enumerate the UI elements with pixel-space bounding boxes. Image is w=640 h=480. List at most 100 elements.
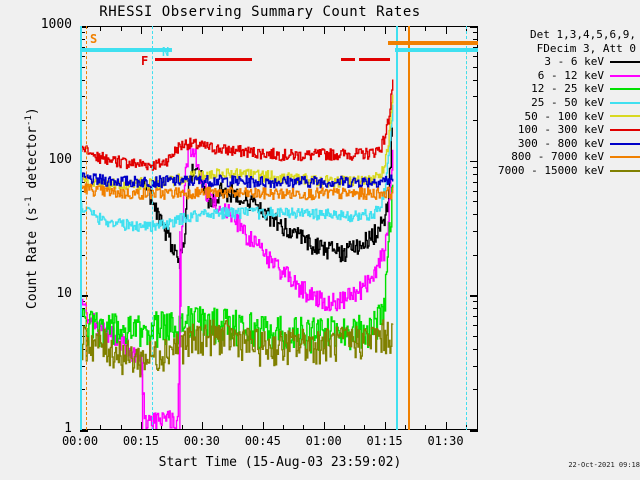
page-title: RHESSI Observing Summary Count Rates bbox=[99, 4, 421, 20]
y-minor-tick bbox=[80, 254, 85, 256]
legend-color-swatch bbox=[610, 60, 640, 63]
y-minor-tick bbox=[80, 365, 85, 367]
night-bar-1 bbox=[80, 48, 172, 52]
legend-rows: 3 - 6 keV 6 - 12 keV 12 - 25 keV 25 - 50 ke… bbox=[488, 55, 640, 177]
x-major-tick bbox=[323, 422, 326, 430]
y-minor-tick bbox=[80, 96, 85, 98]
x-major-tick bbox=[201, 26, 204, 34]
y-minor-tick bbox=[473, 316, 478, 318]
y-minor-tick bbox=[473, 348, 478, 350]
orbit-line-left-orange bbox=[86, 26, 87, 430]
y-minor-tick bbox=[473, 181, 478, 183]
legend-entry-label: 300 - 800 keV bbox=[517, 136, 604, 150]
legend-color-swatch bbox=[610, 88, 640, 91]
legend-entry-label: 7000 - 15000 keV bbox=[498, 163, 604, 177]
x-minor-tick bbox=[242, 425, 244, 430]
y-minor-tick bbox=[80, 325, 85, 327]
y-minor-tick bbox=[473, 231, 478, 233]
data-series bbox=[142, 127, 393, 270]
legend-color-swatch bbox=[610, 115, 640, 118]
x-tick-label: 01:30 bbox=[427, 434, 464, 448]
x-minor-tick bbox=[283, 425, 285, 430]
legend-entry: 12 - 25 keV bbox=[488, 82, 640, 96]
y-minor-tick bbox=[80, 316, 85, 318]
y-minor-tick bbox=[80, 120, 85, 122]
legend-entry-label: 100 - 300 keV bbox=[517, 123, 604, 137]
y-minor-tick bbox=[473, 46, 478, 48]
y-minor-tick bbox=[473, 308, 478, 310]
x-major-tick bbox=[262, 422, 265, 430]
y-minor-tick bbox=[473, 55, 478, 57]
legend-entry: 50 - 100 keV bbox=[488, 110, 640, 124]
y-minor-tick bbox=[80, 79, 85, 81]
y-minor-tick bbox=[473, 120, 478, 122]
y-minor-tick bbox=[473, 173, 478, 175]
legend-entry: 300 - 800 keV bbox=[488, 137, 640, 151]
legend-color-swatch bbox=[610, 128, 640, 131]
legend-entry-label: 800 - 7000 keV bbox=[511, 150, 604, 164]
x-major-tick bbox=[445, 26, 447, 34]
x-minor-tick bbox=[120, 26, 122, 31]
x-major-tick bbox=[262, 26, 265, 34]
y-minor-tick bbox=[473, 79, 478, 81]
saa-start-line bbox=[408, 26, 410, 430]
legend-entry: 100 - 300 keV bbox=[488, 123, 640, 137]
y-minor-tick bbox=[80, 166, 85, 168]
x-tick-label: 01:00 bbox=[305, 434, 342, 448]
y-minor-tick bbox=[473, 325, 478, 327]
x-minor-tick bbox=[181, 26, 183, 31]
flare-bar-1 bbox=[155, 58, 252, 61]
night-bar-2 bbox=[395, 48, 478, 52]
y-minor-tick bbox=[473, 214, 478, 216]
x-minor-tick bbox=[364, 425, 366, 430]
x-minor-tick bbox=[404, 425, 406, 430]
legend-color-swatch bbox=[610, 169, 640, 172]
legend-header-detectors: Det 1,3,4,5,6,9, bbox=[530, 28, 636, 41]
x-minor-tick bbox=[222, 26, 224, 31]
legend-entry: 800 - 7000 keV bbox=[488, 150, 640, 164]
x-minor-tick bbox=[343, 425, 345, 430]
legend-header-decimation: FDecim 3, Att 0 bbox=[536, 41, 636, 55]
legend-color-swatch bbox=[610, 156, 640, 159]
x-minor-tick bbox=[100, 425, 102, 430]
x-tick-label: 00:45 bbox=[244, 434, 281, 448]
x-major-tick bbox=[384, 26, 387, 34]
y-tick-label: 1000 bbox=[40, 17, 72, 32]
flare-bar-3 bbox=[359, 58, 390, 61]
legend-entry: 6 - 12 keV bbox=[488, 69, 640, 83]
y-minor-tick bbox=[80, 231, 85, 233]
x-minor-tick bbox=[425, 26, 427, 31]
x-major-tick bbox=[445, 422, 447, 430]
y-tick-label: 100 bbox=[48, 151, 72, 167]
flare-label: F bbox=[141, 54, 149, 68]
y-minor-tick bbox=[473, 166, 478, 168]
flare-bar-2 bbox=[341, 58, 355, 61]
y-minor-tick bbox=[80, 389, 85, 391]
legend-color-swatch bbox=[610, 74, 640, 77]
y-major-tick bbox=[470, 160, 478, 163]
y-major-tick bbox=[80, 430, 88, 432]
y-minor-tick bbox=[473, 365, 478, 367]
y-major-tick bbox=[80, 295, 88, 297]
x-axis-label: Start Time (15-Aug-03 23:59:02) bbox=[158, 455, 402, 470]
legend-entry: 7000 - 15000 keV bbox=[488, 164, 640, 178]
y-minor-tick bbox=[473, 335, 478, 337]
y-minor-tick bbox=[473, 66, 478, 68]
x-minor-tick bbox=[303, 425, 305, 430]
x-minor-tick bbox=[425, 425, 427, 430]
y-major-tick bbox=[470, 295, 478, 297]
y-minor-tick bbox=[80, 55, 85, 57]
y-minor-tick bbox=[80, 201, 85, 203]
saa-label: S bbox=[90, 32, 98, 46]
orbit-line-right-cyan bbox=[466, 26, 467, 430]
legend-entry: 25 - 50 keV bbox=[488, 96, 640, 110]
y-minor-tick bbox=[80, 335, 85, 337]
x-major-tick bbox=[140, 422, 143, 430]
y-major-tick bbox=[80, 26, 88, 28]
saa-bar bbox=[388, 41, 478, 45]
legend: Det 1,3,4,5,6,9, FDecim 3, Att 0 3 - 6 k… bbox=[488, 28, 640, 178]
